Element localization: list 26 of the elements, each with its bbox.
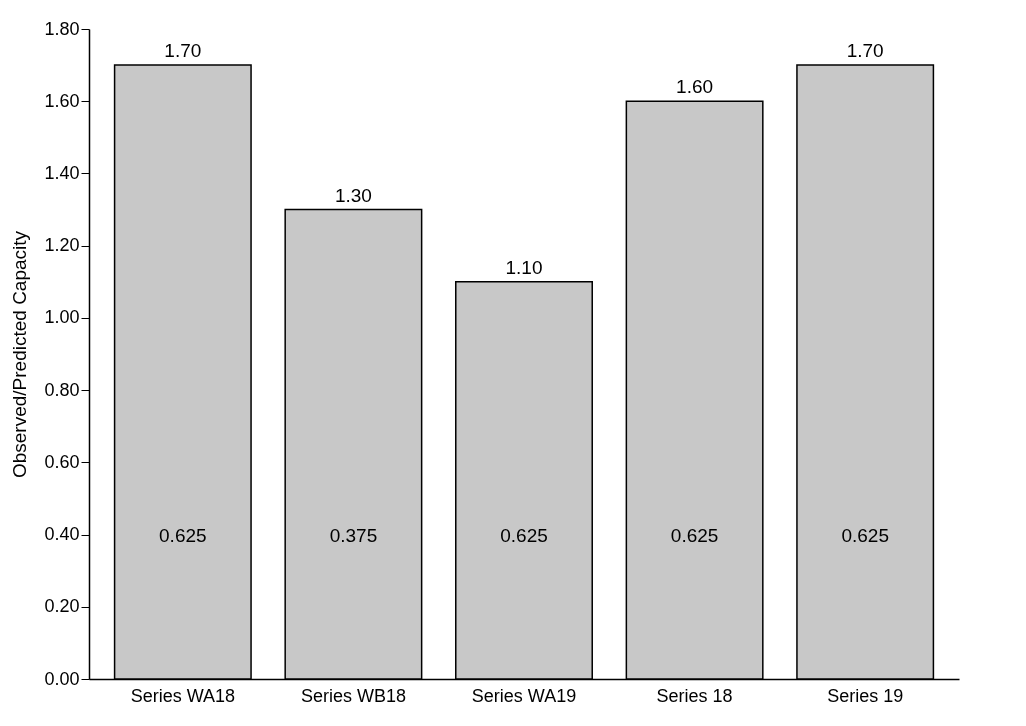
y-tick-label: 1.00 xyxy=(44,307,80,328)
data-label: 1.60 xyxy=(676,76,714,98)
y-tick-label: 0.20 xyxy=(44,596,80,617)
y-axis-title: Observed/Predicted Capacity xyxy=(9,230,31,479)
y-tick-label: 0.00 xyxy=(44,668,80,689)
y-tick-label: 0.60 xyxy=(44,451,80,472)
annotation: 0.375 xyxy=(329,525,378,546)
x-tick-label: Series 18 xyxy=(656,685,733,706)
x-tick-label: Series WA18 xyxy=(130,685,236,706)
x-tick-label: Series WA19 xyxy=(471,685,577,706)
data-label: 1.30 xyxy=(334,184,372,206)
y-tick-label: 1.20 xyxy=(44,235,80,256)
y-tick-label: 1.80 xyxy=(44,18,80,39)
annotation: 0.625 xyxy=(670,525,719,546)
x-tick-label: Series 19 xyxy=(827,685,904,706)
x-tick-label: Series WB18 xyxy=(300,685,406,706)
data-label: 1.70 xyxy=(164,40,202,62)
annotation: 0.625 xyxy=(500,525,548,546)
y-tick-label: 1.60 xyxy=(44,90,80,111)
annotation: 0.625 xyxy=(159,525,207,546)
y-tick-label: 0.40 xyxy=(44,524,80,545)
data-label: 1.70 xyxy=(846,40,884,62)
y-tick-label: 1.40 xyxy=(44,162,80,183)
annotation: 0.625 xyxy=(841,525,889,546)
data-label: 1.10 xyxy=(505,256,543,278)
y-tick-label: 0.80 xyxy=(44,379,80,400)
